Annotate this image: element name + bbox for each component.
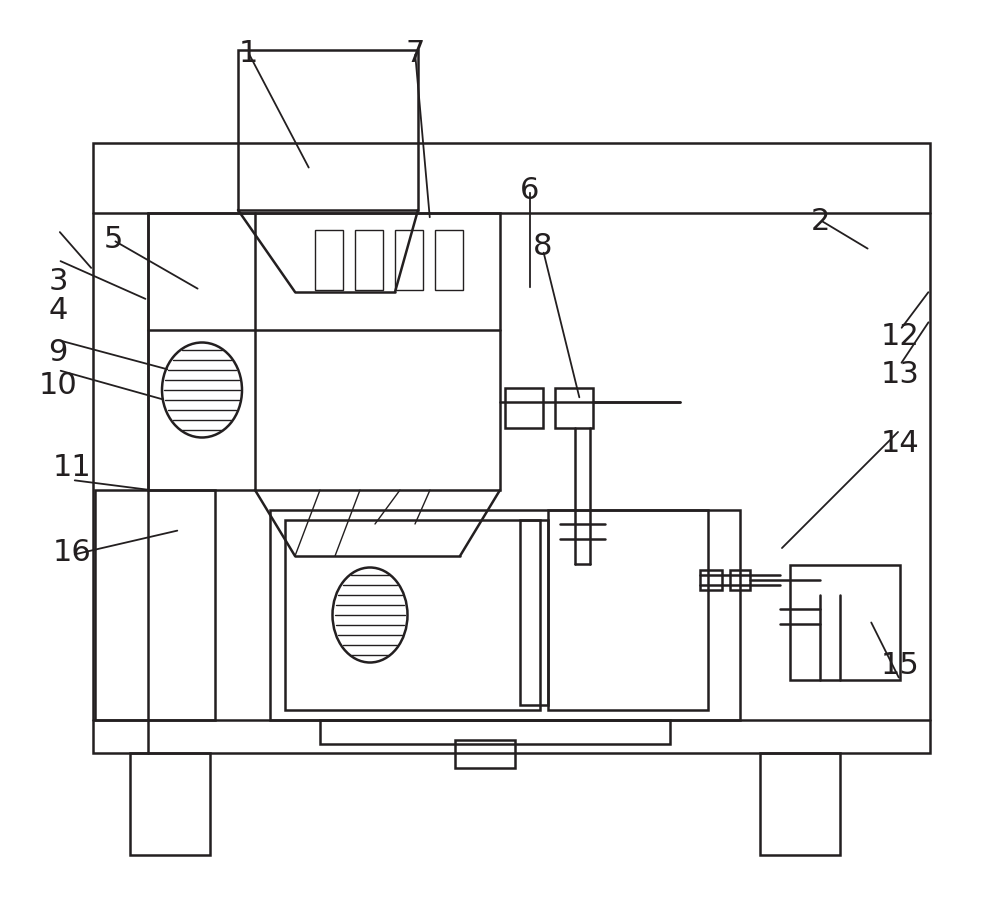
Text: 4: 4 — [48, 296, 68, 325]
Bar — [320, 720, 670, 744]
Text: 5: 5 — [103, 225, 123, 254]
Text: 11: 11 — [53, 453, 91, 483]
Bar — [455, 740, 515, 768]
Text: 6: 6 — [520, 175, 540, 205]
Bar — [315, 230, 343, 290]
Bar — [730, 570, 750, 590]
Bar — [355, 230, 383, 290]
Bar — [555, 388, 593, 428]
Bar — [270, 510, 740, 720]
Text: 9: 9 — [48, 338, 68, 367]
Text: 12: 12 — [881, 322, 919, 351]
Text: 14: 14 — [881, 429, 919, 458]
Text: 8: 8 — [533, 232, 553, 261]
Bar — [148, 213, 500, 490]
Bar — [93, 143, 930, 753]
Text: 1: 1 — [238, 38, 258, 68]
Text: 7: 7 — [405, 38, 425, 68]
Bar — [790, 565, 900, 680]
Bar — [435, 230, 463, 290]
Bar — [285, 520, 540, 710]
Text: 2: 2 — [810, 207, 830, 236]
Bar — [520, 520, 548, 705]
Bar — [130, 753, 210, 855]
Bar — [238, 50, 418, 210]
Text: 13: 13 — [881, 360, 919, 389]
Text: 3: 3 — [48, 267, 68, 296]
Bar — [505, 388, 543, 428]
Bar — [548, 510, 708, 710]
Text: 10: 10 — [39, 371, 77, 400]
Bar — [95, 490, 215, 720]
Text: 15: 15 — [881, 651, 919, 680]
Bar — [395, 230, 423, 290]
Text: 16: 16 — [53, 537, 91, 567]
Bar — [760, 753, 840, 855]
Bar — [700, 570, 722, 590]
